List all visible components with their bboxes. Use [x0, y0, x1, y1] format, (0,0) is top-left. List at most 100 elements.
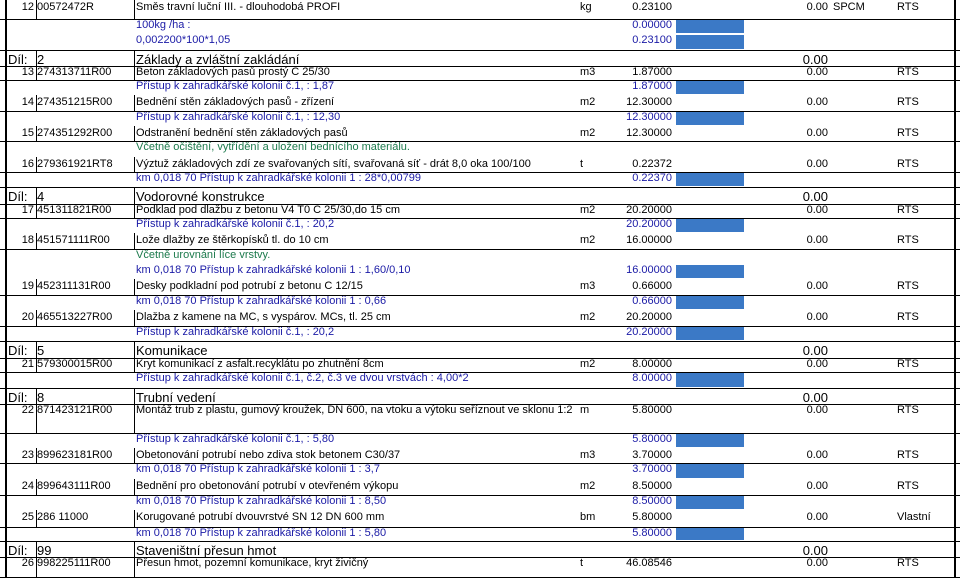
calc-note-value: 8.00000 — [632, 372, 672, 384]
item-desc: Bednění stěn základových pasů - zřízení — [136, 96, 335, 108]
item-desc: Korugované potrubí dvouvrstvé SN 12 DN 6… — [136, 511, 385, 523]
column-divider — [134, 188, 135, 204]
column-divider — [36, 51, 37, 66]
item-unit: m2 — [580, 127, 596, 139]
column-divider — [134, 479, 135, 495]
section-number: 2 — [37, 52, 45, 67]
column-divider — [134, 233, 135, 249]
calc-note-row: Přístup k zahradkářské kolonii č.1, : 20… — [0, 326, 960, 341]
item-code: 274313711R00 — [37, 66, 112, 78]
item-row: 24 899643111R00 Bednění pro obetonování po… — [0, 479, 960, 496]
blue-highlight-cell — [676, 327, 744, 340]
column-divider — [36, 157, 37, 172]
item-desc: Beton základových pasů prostý C 25/30 — [136, 66, 330, 78]
section-row: Díl: 99 Staveništní přesun hmot 0.00 — [0, 541, 960, 558]
item-qty: 5.80000 — [632, 404, 672, 416]
item-desc: Odstranění bednění stěn základových pasů — [136, 127, 348, 139]
calc-note-text: km 0,018 70 Přístup k zahradkářské kolon… — [136, 463, 380, 475]
item-code: 871423121R00 — [37, 404, 113, 416]
item-code: 286 11000 — [37, 511, 89, 523]
section-label: Díl: — [8, 189, 28, 204]
item-desc: Bednění pro obetonování potrubí v otevře… — [136, 480, 399, 492]
item-desc: Montáž trub z plastu, gumový kroužek, DN… — [136, 404, 573, 416]
column-divider — [36, 556, 37, 577]
calc-note-row: Přístup k zahradkářské kolonii č.1, : 12… — [0, 111, 960, 126]
blue-highlight-cell — [676, 112, 744, 125]
column-divider — [134, 448, 135, 463]
item-code: 451311821R00 — [37, 204, 112, 216]
sheet-frame — [5, 0, 956, 577]
calc-note-value: 0.66000 — [632, 295, 672, 307]
item-n: 12 — [21, 1, 34, 13]
section-row: Díl: 4 Vodorovné konstrukce 0.00 — [0, 187, 960, 205]
item-unit: m2 — [580, 358, 596, 370]
item-unit: t — [580, 557, 584, 569]
item-desc: Směs travní luční III. - dlouhodobá PROF… — [136, 1, 341, 13]
calc-note-value: 1.87000 — [632, 80, 672, 92]
item-n: 26 — [21, 557, 34, 569]
column-divider — [36, 403, 37, 433]
item-n: 21 — [21, 358, 34, 370]
item-qty: 0.22372 — [632, 158, 672, 170]
blue-highlight-cell — [676, 373, 744, 387]
blue-highlight-cell — [676, 528, 744, 540]
item-row: 21 579300015R00 Kryt komunikací z asfalt.r… — [0, 357, 960, 373]
item-price: 0.00 — [806, 404, 828, 416]
calc-note-row: Včetně očištění, vytřídění a uložení bed… — [0, 141, 960, 157]
calc-note-value: 3.70000 — [632, 463, 672, 475]
item-row: 22 871423121R00 Montáž trub z plastu, gumo… — [0, 403, 960, 434]
calc-note-text: km 0,018 70 Přístup k zahradkářské kolon… — [136, 495, 387, 507]
calc-note-row: Přístup k zahradkářské kolonii č.1, č.2,… — [0, 372, 960, 388]
item-price: 0.00 — [806, 204, 828, 216]
calc-note-text: km 0,018 70 Přístup k zahradkářské kolon… — [136, 264, 411, 276]
item-qty: 5.80000 — [632, 511, 672, 523]
column-divider — [36, 95, 37, 111]
column-divider — [134, 126, 135, 141]
item-price: 0.00 — [806, 480, 828, 492]
section-number: 5 — [37, 343, 45, 358]
calc-note-row: km 0,018 70 Přístup k zahradkářské kolon… — [0, 172, 960, 187]
section-number: 8 — [37, 390, 45, 405]
calc-note-text: km 0,018 70 Přístup k zahradkářské kolon… — [136, 172, 421, 184]
column-divider — [36, 0, 37, 19]
calc-note-value: 12.30000 — [626, 111, 672, 123]
item-unit: m2 — [580, 311, 596, 323]
item-qty: 1.87000 — [632, 66, 672, 78]
calc-note-value: 20.20000 — [626, 326, 672, 338]
item-qty: 3.70000 — [632, 449, 672, 461]
column-divider — [134, 342, 135, 358]
item-price: 0.00 — [806, 358, 828, 370]
item-code: 899623181R00 — [37, 449, 113, 461]
calc-note-text: km 0,018 70 Přístup k zahradkářské kolon… — [136, 527, 387, 539]
calc-note-value: 16.00000 — [626, 264, 672, 276]
blue-highlight-cell — [676, 434, 744, 447]
section-row: Díl: 2 Základy a zvláštní zakládání 0.00 — [0, 50, 960, 67]
item-src: RTS — [897, 280, 919, 292]
item-code: 451571111R00 — [37, 234, 110, 246]
item-qty: 0.23100 — [632, 1, 672, 13]
item-unit: m2 — [580, 234, 596, 246]
column-divider — [134, 310, 135, 326]
item-code: 579300015R00 — [37, 358, 113, 370]
column-divider — [134, 510, 135, 527]
item-price: 0.00 — [806, 311, 828, 323]
column-divider — [36, 203, 37, 218]
calc-note-row: 0,002200*100*1,05 0.23100 — [0, 34, 960, 50]
item-qty: 0.66000 — [632, 280, 672, 292]
item-desc: Dlažba z kamene na MC, s vyspárov. MCs, … — [136, 311, 391, 323]
item-qty: 8.00000 — [632, 358, 672, 370]
column-divider — [36, 279, 37, 295]
calc-note-text: 100kg /ha : — [136, 19, 191, 31]
item-code: 274351292R00 — [37, 127, 113, 139]
item-desc: Podklad pod dlažbu z betonu V4 T0 C 25/3… — [136, 204, 400, 216]
section-total: 0.00 — [802, 52, 828, 67]
item-price: 0.00 — [806, 96, 828, 108]
blue-highlight-cell — [676, 219, 744, 232]
column-divider — [134, 65, 135, 80]
calc-note-value: 0.00000 — [632, 19, 672, 31]
item-row: 12 00572472R Směs travní luční III. - dlou… — [0, 0, 960, 20]
column-divider — [134, 203, 135, 218]
calc-note-text: Včetně očištění, vytřídění a uložení bed… — [136, 141, 410, 153]
calc-note-row: Přístup k zahradkářské kolonii č.1, : 5,… — [0, 433, 960, 448]
column-divider — [134, 0, 135, 19]
